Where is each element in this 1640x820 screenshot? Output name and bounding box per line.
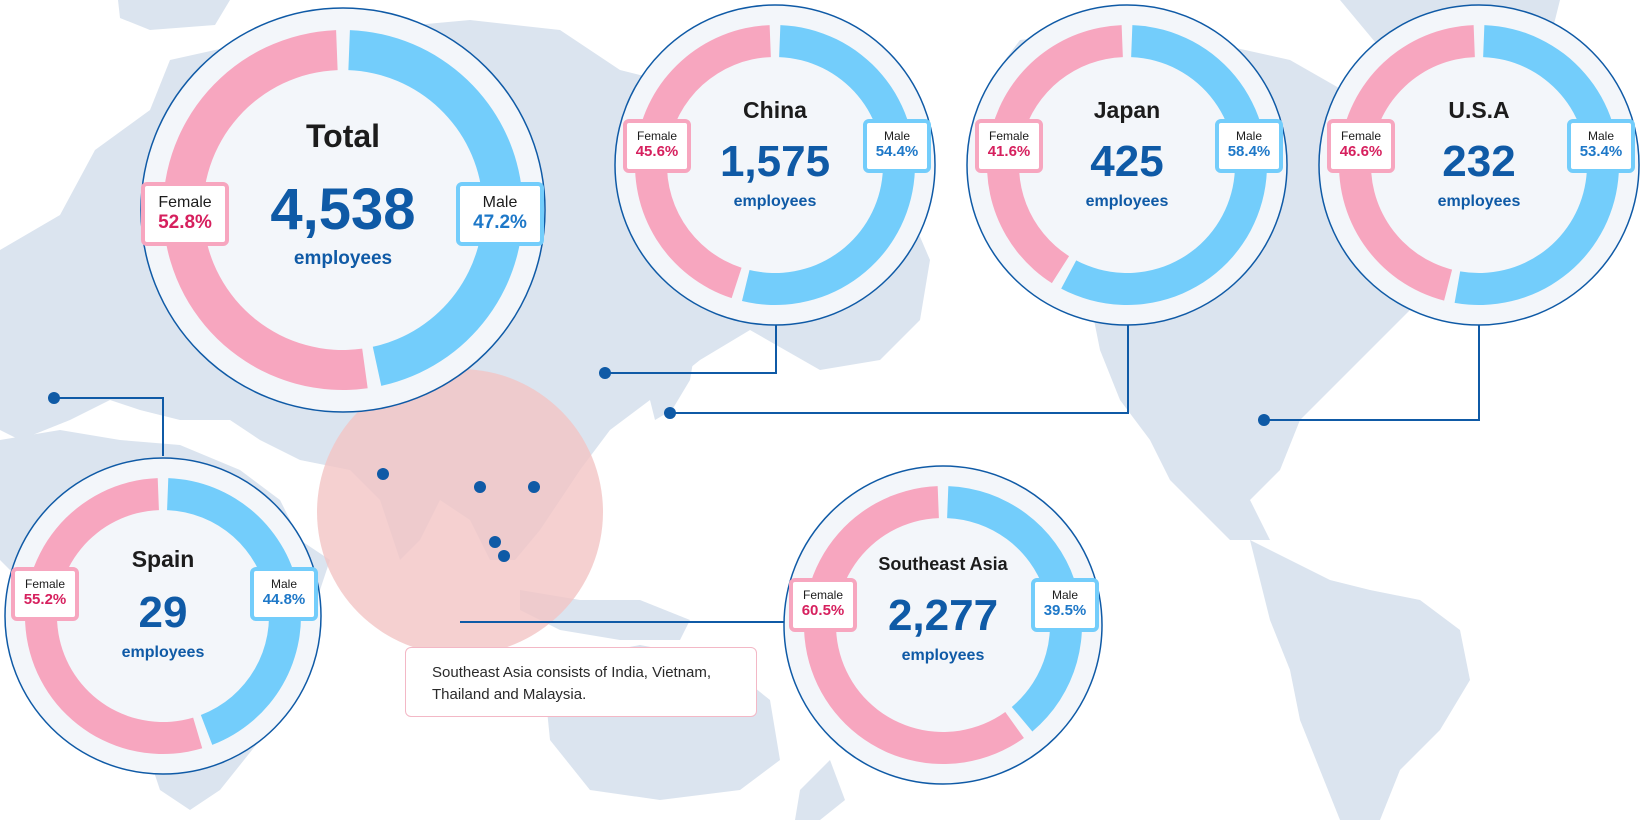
donut-china-title: China	[743, 97, 807, 124]
donut-spain-male-label: Male	[270, 577, 297, 592]
donut-japan-female-label: Female	[988, 129, 1029, 144]
donut-southeast-asia-female-percent: 60.5%	[801, 602, 845, 620]
donut-total-male-percent: 47.2%	[473, 211, 527, 233]
connector-line	[670, 325, 1129, 414]
donut-japan-male-label: Male	[1235, 129, 1262, 144]
donut-usa: U.S.A 232 employees Female 46.6% Male 53.4%	[1317, 3, 1640, 327]
donut-usa-svg	[1318, 4, 1640, 326]
donut-total-total: 4,538	[270, 177, 416, 243]
location-dot	[474, 481, 486, 493]
donut-spain-male-tag: Male 44.8%	[250, 567, 318, 621]
location-dot	[498, 550, 510, 562]
donut-japan-male-percent: 58.4%	[1227, 143, 1271, 161]
donut-southeast-asia-total: 2,277	[887, 590, 999, 640]
slice-spain-female	[25, 478, 203, 754]
donut-spain: Spain 29 employees Female 55.2% Male 44.8%	[3, 456, 323, 776]
donut-japan-female-percent: 41.6%	[987, 143, 1031, 161]
donut-china: China 1,575 employees Female 45.6% Male 54.4%	[613, 3, 937, 327]
donut-total-female-percent: 52.8%	[158, 211, 212, 233]
donut-total-female-tag: Female 52.8%	[141, 182, 229, 246]
slice-southeast-asia-female	[804, 486, 1024, 764]
connector-line	[605, 325, 777, 374]
donut-southeast-asia-male-percent: 39.5%	[1043, 602, 1087, 620]
donut-usa-female-label: Female	[1340, 129, 1381, 144]
southeast-asia-highlight	[317, 369, 603, 655]
donut-total-female-label: Female	[158, 193, 212, 211]
donut-china-svg	[614, 4, 936, 326]
donut-total-unit: employees	[293, 247, 393, 269]
slice-japan-male	[1061, 25, 1267, 305]
donut-spain-male-percent: 44.8%	[262, 591, 306, 609]
donut-usa-male-label: Male	[1587, 129, 1614, 144]
donut-japan: Japan 425 employees Female 41.6% Male 58.4%	[965, 3, 1289, 327]
donut-china-female-label: Female	[636, 129, 677, 144]
donut-spain-title: Spain	[131, 546, 195, 573]
slice-china-female	[635, 25, 771, 299]
donut-southeast-asia-male-label: Male	[1051, 588, 1078, 603]
donut-japan-title: Japan	[1093, 97, 1161, 124]
donut-usa-unit: employees	[1437, 193, 1521, 211]
donut-china-unit: employees	[733, 193, 817, 211]
slice-total-female	[163, 30, 368, 390]
donut-total-male-label: Male	[482, 193, 518, 211]
connector-lines	[54, 325, 1480, 623]
donut-japan-female-tag: Female 41.6%	[975, 119, 1043, 173]
donut-usa-female-tag: Female 46.6%	[1327, 119, 1395, 173]
slice-total-male	[348, 30, 524, 386]
connector-line	[1264, 325, 1480, 421]
donut-china-female-percent: 45.6%	[635, 143, 679, 161]
donut-china-male-label: Male	[883, 129, 910, 144]
location-dot	[528, 481, 540, 493]
donut-usa-total: 232	[1442, 136, 1516, 186]
donut-total-svg	[140, 7, 546, 413]
location-dot	[1258, 414, 1270, 426]
location-dot	[664, 407, 676, 419]
location-dot	[489, 536, 501, 548]
location-dot	[48, 392, 60, 404]
donut-china-female-tag: Female 45.6%	[623, 119, 691, 173]
donut-spain-female-percent: 55.2%	[23, 591, 67, 609]
donut-total: Total 4,538 employees Female 52.8% Male 47.2%	[139, 6, 547, 414]
location-dot	[377, 468, 389, 480]
donut-southeast-asia-title: Southeast Asia	[878, 554, 1008, 575]
slice-spain-male	[167, 478, 302, 745]
donut-japan-total: 425	[1090, 136, 1164, 186]
donut-total-title: Total	[305, 117, 381, 154]
donut-spain-total: 29	[138, 587, 188, 637]
slice-southeast-asia-male	[947, 486, 1082, 732]
slice-japan-female	[987, 25, 1123, 284]
donut-spain-female-tag: Female 55.2%	[11, 567, 79, 621]
donut-usa-male-tag: Male 53.4%	[1567, 119, 1635, 173]
donut-southeast-asia-svg	[783, 465, 1103, 785]
donut-usa-title: U.S.A	[1448, 97, 1510, 124]
donut-spain-female-label: Female	[24, 577, 65, 592]
slice-usa-female	[1339, 25, 1475, 301]
donut-china-total: 1,575	[719, 136, 831, 186]
donut-southeast-asia-unit: employees	[901, 647, 985, 665]
donut-china-male-tag: Male 54.4%	[863, 119, 931, 173]
donut-spain-svg	[4, 457, 322, 775]
donut-japan-svg	[966, 4, 1288, 326]
donut-japan-unit: employees	[1085, 193, 1169, 211]
donut-usa-female-percent: 46.6%	[1339, 143, 1383, 161]
donut-japan-male-tag: Male 58.4%	[1215, 119, 1283, 173]
southeast-asia-note: Southeast Asia consists of India, Vietna…	[405, 647, 757, 717]
location-dots	[48, 367, 1270, 562]
location-dot	[599, 367, 611, 379]
donut-spain-unit: employees	[121, 644, 205, 662]
donut-southeast-asia-female-label: Female	[802, 588, 843, 603]
donut-southeast-asia-male-tag: Male 39.5%	[1031, 578, 1099, 632]
slice-china-male	[741, 25, 915, 306]
slice-usa-male	[1454, 25, 1619, 305]
donut-southeast-asia: Southeast Asia 2,277 employees Female 60.5% M…	[782, 464, 1104, 786]
donut-total-male-tag: Male 47.2%	[456, 182, 544, 246]
donut-southeast-asia-female-tag: Female 60.5%	[789, 578, 857, 632]
donut-china-male-percent: 54.4%	[875, 143, 919, 161]
donut-usa-male-percent: 53.4%	[1579, 143, 1623, 161]
connector-line	[54, 397, 164, 456]
